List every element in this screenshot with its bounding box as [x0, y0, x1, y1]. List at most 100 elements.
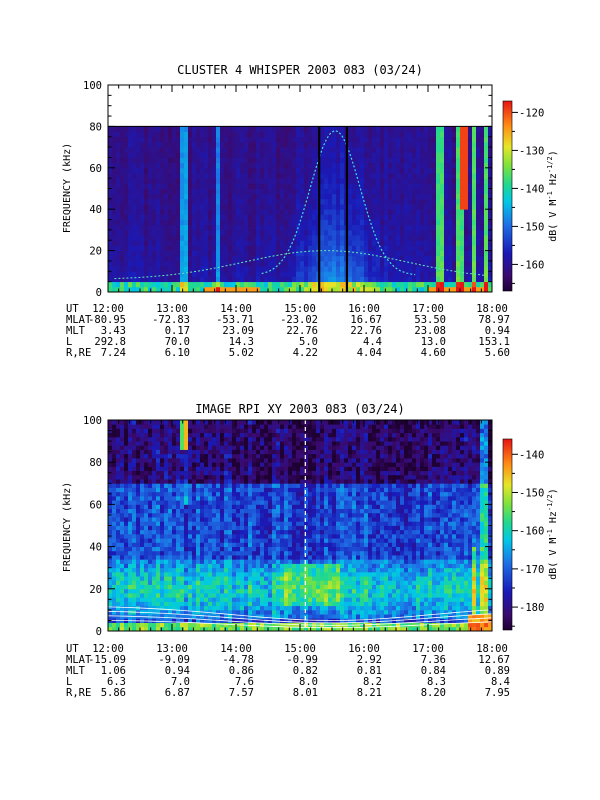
spectrogram-cell [152, 188, 157, 195]
spectrogram-cell [128, 178, 133, 184]
spectrogram-cell [248, 131, 253, 138]
spectrogram-cell [336, 157, 341, 164]
spectrogram-cell [140, 198, 145, 205]
spectrogram-cell [280, 167, 285, 174]
spectrogram-cell [444, 172, 449, 179]
spectrogram-cell [124, 622, 129, 628]
spectrogram-cell [360, 198, 365, 205]
spectrogram-cell [380, 172, 385, 179]
spectrogram-cell [396, 167, 401, 174]
spectrogram-cell [360, 157, 365, 164]
spectrogram-cell [228, 614, 233, 619]
spectrogram-cell [476, 198, 481, 205]
spectrogram-cell [444, 131, 449, 138]
spectrogram-cell [172, 235, 177, 241]
spectrogram-cell [168, 136, 173, 143]
spectrogram-cell [224, 162, 229, 169]
spectrogram-cell [292, 172, 297, 179]
spectrogram-cell [176, 229, 181, 236]
spectrogram-cell [372, 126, 377, 132]
spectrogram-cell [244, 157, 249, 164]
spectrogram-cell [376, 131, 381, 138]
table-cell: 23.08 [414, 325, 446, 337]
spectrogram-cell [184, 542, 189, 547]
spectrogram-cell [208, 609, 213, 615]
spectrogram-cell [148, 487, 153, 493]
spectrogram-cell [452, 214, 457, 220]
spectrogram-cell [452, 235, 457, 241]
spectrogram-cell [396, 157, 401, 164]
spectrogram-cell [192, 517, 197, 522]
spectrogram-cell [240, 609, 245, 615]
spectrogram-cell [156, 580, 161, 585]
spectrogram-cell [384, 157, 389, 164]
spectrogram-cell [228, 550, 233, 556]
spectrogram-cell [160, 525, 165, 531]
spectrogram-cell [140, 281, 145, 288]
spectrogram-cell [152, 445, 157, 450]
spectrogram-cell [236, 483, 241, 488]
spectrogram-cell [356, 157, 361, 164]
spectrogram-cell [284, 188, 289, 195]
spectrogram-cell [292, 209, 297, 215]
spectrogram-cell [484, 136, 489, 143]
spectrogram-cell [180, 618, 185, 623]
spectrogram-cell [280, 224, 285, 231]
spectrogram-cell [220, 601, 225, 607]
spectrogram-cell [284, 235, 289, 241]
spectrogram-cell [296, 131, 301, 138]
spectrogram-cell [180, 141, 185, 148]
spectrogram-cell [268, 271, 273, 277]
spectrogram-cell [432, 240, 437, 246]
spectrogram-cell [224, 240, 229, 246]
spectrogram-cell [320, 281, 325, 288]
spectrogram-cell [148, 517, 153, 522]
spectrogram-cell [288, 276, 293, 283]
spectrogram-cell [232, 618, 237, 623]
spectrogram-cell [120, 500, 125, 505]
spectrogram-cell [364, 214, 369, 220]
spectrogram-cell [368, 250, 373, 257]
spectrogram-cell [444, 198, 449, 205]
spectrogram-cell [312, 204, 317, 210]
spectrogram-cell [376, 250, 381, 257]
spectrogram-cell [148, 580, 153, 585]
spectrogram-cell [396, 136, 401, 143]
spectrogram-cell [240, 593, 245, 598]
spectrogram-cell [484, 172, 489, 179]
spectrogram-cell [392, 147, 397, 153]
spectrogram-cell [320, 147, 325, 153]
spectrogram-cell [324, 204, 329, 210]
spectrogram-cell [476, 266, 481, 272]
spectrogram-cell [140, 209, 145, 215]
spectrogram-cell [196, 157, 201, 164]
spectrogram-cell [116, 281, 121, 288]
spectrogram-cell [168, 555, 173, 560]
spectrogram-cell [184, 563, 189, 569]
spectrogram-cell [376, 245, 381, 251]
table-cell: 78.97 [478, 314, 510, 326]
spectrogram-cell [200, 428, 205, 434]
spectrogram-cell [444, 224, 449, 231]
spectrogram-cell [208, 538, 213, 543]
spectrogram-cell [384, 131, 389, 138]
spectrogram-cell [276, 255, 281, 262]
spectrogram-cell [172, 555, 177, 560]
spectrogram-cell [148, 266, 153, 272]
spectrogram-cell [116, 508, 121, 514]
spectrogram-cell [232, 495, 237, 501]
spectrogram-cell [480, 183, 485, 189]
spectrogram-cell [408, 229, 413, 236]
spectrogram-cell [168, 626, 173, 632]
spectrogram-cell [132, 428, 137, 434]
spectrogram-cell [176, 542, 181, 547]
spectrogram-cell [292, 178, 297, 184]
spectrogram-cell [156, 525, 161, 531]
spectrogram-cell [328, 209, 333, 215]
spectrogram-cell [156, 546, 161, 552]
spectrogram-cell [128, 250, 133, 257]
spectrogram-cell [380, 141, 385, 148]
spectrogram-cell [208, 424, 213, 429]
spectrogram-cell [236, 245, 241, 251]
spectrogram-cell [184, 622, 189, 628]
